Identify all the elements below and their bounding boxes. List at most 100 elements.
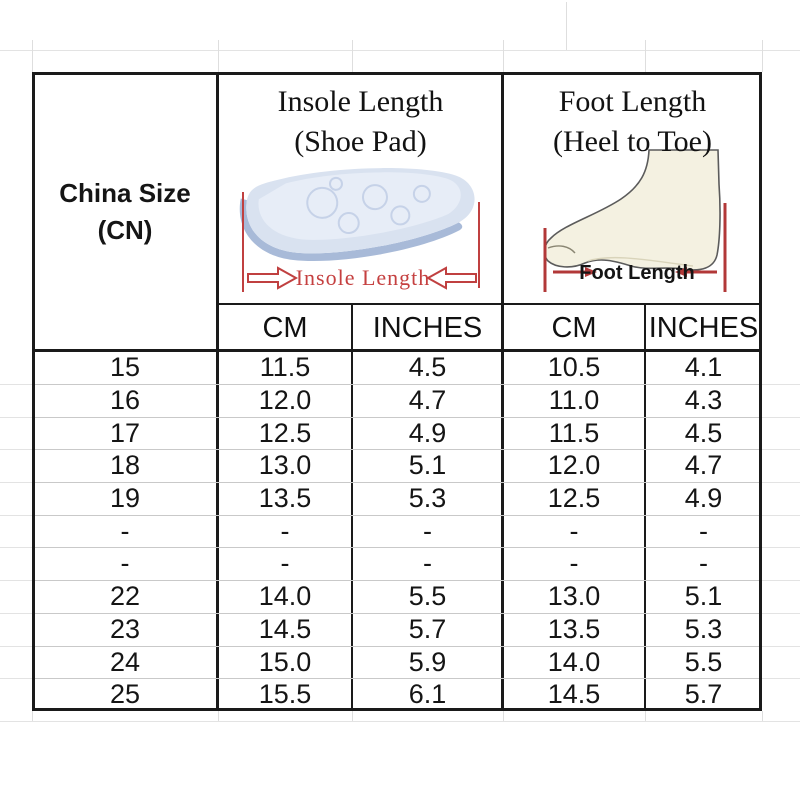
margin-gridline (762, 645, 800, 647)
gridline-stub (762, 711, 763, 721)
subheader-insole-inches: INCHES (372, 312, 483, 344)
foot-illustration: Foot Length (543, 149, 727, 292)
cell-r3c2: 12.5 (258, 417, 312, 448)
gridline-stub (566, 2, 567, 50)
corner-header-line1: China Size (59, 177, 191, 208)
gridline-stub (645, 711, 646, 721)
insole-title-line1: Insole Length (277, 85, 444, 118)
insole-measure-label: Insole Length (296, 265, 431, 290)
gridline-stub (352, 711, 353, 721)
cell-r8c1: 22 (109, 581, 141, 612)
cell-r5c4: 12.5 (547, 482, 601, 513)
cell-r9c2: 14.5 (258, 613, 312, 644)
cell-r7c3: - (423, 548, 432, 579)
insole-title: Insole Length (Shoe Pad) (218, 82, 503, 162)
insole-header-cell: Insole Length Insole Length (Shoe Pad) (218, 72, 503, 305)
cell-r10c4: 14.0 (547, 646, 601, 677)
cell-r7c5: - (699, 548, 708, 579)
margin-gridline (762, 481, 800, 483)
cell-r7c1: - (120, 548, 130, 579)
margin-gridline (0, 645, 32, 647)
cell-r8c3: 5.5 (408, 581, 447, 612)
margin-gridline (0, 580, 32, 582)
row-separator (35, 481, 759, 483)
cell-r9c4: 13.5 (547, 613, 601, 644)
cell-r6c3: - (423, 515, 432, 546)
cell-r10c3: 5.9 (408, 646, 447, 677)
foot-sole-line (587, 256, 694, 267)
cell-r1c3: 4.5 (408, 352, 447, 382)
cell-r5c5: 4.9 (684, 482, 723, 513)
margin-gridline (762, 678, 800, 680)
cell-r6c5: - (699, 515, 708, 546)
cell-r10c1: 24 (109, 646, 141, 677)
margin-gridline (0, 678, 32, 680)
foot-measure-lines (543, 203, 727, 292)
cell-r8c5: 5.1 (684, 581, 723, 612)
insole-emboss (306, 176, 431, 235)
cell-r1c4: 10.5 (547, 352, 601, 382)
row-separator (35, 514, 759, 516)
row-separator (35, 383, 759, 385)
cell-r3c3: 4.9 (408, 417, 447, 448)
margin-gridline (0, 416, 32, 418)
cell-r8c2: 14.0 (258, 581, 312, 612)
insole-icon (239, 168, 475, 261)
foot-measure-arrows (553, 267, 717, 277)
cell-r3c1: 17 (109, 417, 141, 448)
column-divider (216, 72, 219, 711)
cell-r1c2: 11.5 (259, 352, 311, 382)
row-separator (35, 678, 759, 680)
column-divider (351, 305, 353, 711)
cell-r5c2: 13.5 (258, 482, 312, 513)
margin-gridline (762, 416, 800, 418)
header-divider (218, 303, 762, 305)
corner-header-china-size: China Size (CN) (32, 72, 218, 351)
gridline-stub (645, 40, 646, 72)
gridline-stub (503, 711, 504, 721)
cell-r2c5: 4.3 (684, 384, 723, 415)
row-separator (35, 645, 759, 647)
gridline-stub (218, 711, 219, 721)
margin-gridline (0, 383, 32, 385)
margin-gridline (762, 580, 800, 582)
cell-r10c2: 15.0 (258, 646, 312, 677)
cell-r1c5: 4.1 (684, 352, 723, 382)
foot-icon (543, 149, 721, 271)
foot-toe-line (547, 245, 576, 254)
margin-gridline (762, 547, 800, 549)
cell-r9c3: 5.7 (408, 613, 447, 644)
cell-r5c1: 19 (109, 482, 141, 513)
cell-r6c2: - (280, 515, 290, 546)
corner-header-line2: (CN) (97, 214, 153, 245)
margin-gridline (762, 383, 800, 385)
cell-r4c4: 12.0 (547, 450, 601, 481)
arrow-left-icon (425, 266, 477, 290)
cell-r2c2: 12.0 (258, 384, 312, 415)
cell-r7c4: - (569, 548, 579, 579)
cell-r2c4: 11.0 (548, 384, 600, 415)
table-frame (32, 72, 762, 711)
subheader-foot-cm: CM (551, 312, 597, 344)
foot-title-line2: (Heel to Toe) (553, 125, 712, 158)
row-separator (35, 580, 759, 582)
cell-r9c5: 5.3 (684, 613, 723, 644)
foot-title: Foot Length (Heel to Toe) (503, 82, 762, 162)
column-divider (501, 72, 504, 711)
cell-r4c2: 13.0 (258, 450, 312, 481)
margin-gridline (762, 612, 800, 614)
margin-gridline (0, 612, 32, 614)
cell-r3c5: 4.5 (684, 417, 723, 448)
cell-r6c1: - (120, 515, 130, 546)
insole-measure-lines (242, 192, 480, 292)
margin-gridline (0, 481, 32, 483)
cell-r11c5: 5.7 (684, 679, 723, 710)
cell-r6c4: - (569, 515, 579, 546)
gridline-stub (32, 40, 33, 72)
cell-r4c1: 18 (109, 450, 141, 481)
margin-gridline (762, 514, 800, 516)
margin-gridline (762, 449, 800, 451)
subheader-foot-inches: INCHES (648, 312, 759, 344)
arrow-right-icon (247, 266, 299, 290)
